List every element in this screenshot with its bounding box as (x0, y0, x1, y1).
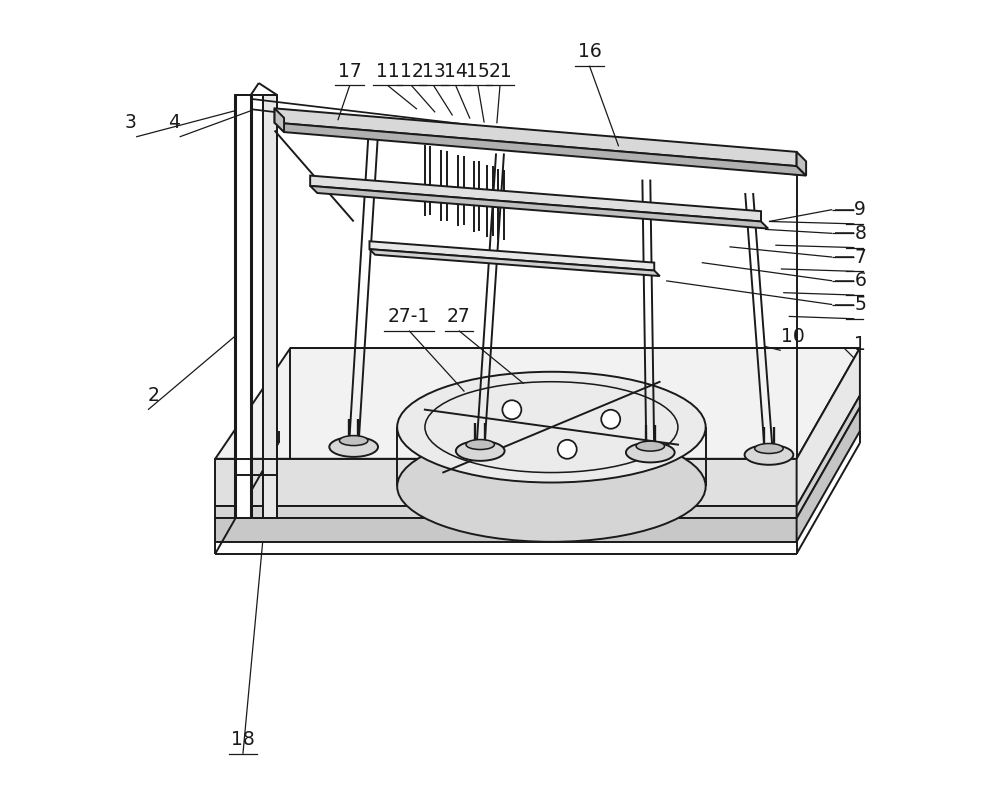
Text: 2: 2 (148, 386, 160, 405)
Circle shape (558, 440, 577, 459)
Circle shape (601, 410, 620, 429)
Text: 4: 4 (168, 113, 180, 132)
Text: 11: 11 (376, 62, 400, 81)
Text: 5: 5 (854, 295, 866, 314)
Polygon shape (235, 95, 251, 518)
Circle shape (502, 400, 521, 419)
Polygon shape (215, 348, 860, 459)
Ellipse shape (755, 444, 783, 453)
Text: 9: 9 (854, 200, 866, 219)
Ellipse shape (745, 445, 793, 465)
Polygon shape (369, 249, 660, 276)
Polygon shape (215, 459, 797, 506)
Text: 27: 27 (447, 307, 471, 326)
Polygon shape (215, 518, 797, 542)
Polygon shape (275, 108, 284, 132)
Text: 13: 13 (422, 62, 445, 81)
Polygon shape (263, 95, 277, 518)
Text: 14: 14 (444, 62, 468, 81)
Polygon shape (369, 241, 654, 271)
Text: 18: 18 (231, 730, 255, 749)
Text: 1: 1 (854, 335, 866, 354)
Text: 12: 12 (400, 62, 423, 81)
Ellipse shape (339, 436, 368, 445)
Text: 16: 16 (578, 42, 601, 61)
Text: 3: 3 (124, 113, 136, 132)
Ellipse shape (636, 441, 665, 451)
Polygon shape (797, 407, 860, 542)
Ellipse shape (329, 437, 378, 457)
Text: 10: 10 (781, 327, 805, 346)
Polygon shape (310, 186, 768, 229)
Ellipse shape (466, 440, 494, 449)
Ellipse shape (456, 441, 505, 461)
Text: 6: 6 (854, 271, 866, 290)
Text: 17: 17 (338, 62, 362, 81)
Text: 15: 15 (466, 62, 490, 81)
Ellipse shape (626, 442, 675, 463)
Text: 27-1: 27-1 (388, 307, 430, 326)
Polygon shape (797, 152, 806, 176)
Ellipse shape (397, 431, 706, 542)
Text: 21: 21 (488, 62, 512, 81)
Polygon shape (275, 123, 806, 176)
Polygon shape (275, 108, 797, 166)
Polygon shape (215, 506, 797, 518)
Text: 8: 8 (854, 224, 866, 243)
Polygon shape (797, 348, 860, 506)
Polygon shape (797, 396, 860, 518)
Text: 7: 7 (854, 248, 866, 267)
Ellipse shape (397, 372, 706, 483)
Polygon shape (310, 176, 761, 221)
